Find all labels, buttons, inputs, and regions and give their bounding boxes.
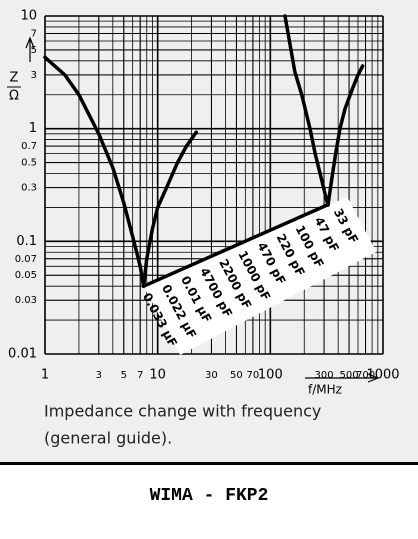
y-tick-label: 0.1 — [16, 234, 37, 249]
label-band — [143, 197, 377, 356]
x-tick-label: 300 — [315, 370, 334, 381]
impedance-curve — [43, 55, 146, 288]
x-tick-label: 10 — [149, 368, 166, 383]
y-tick-label: 10 — [20, 9, 37, 24]
x-axis-label: f/MHz — [308, 383, 342, 397]
footer: WIMA - FKP2 — [150, 486, 269, 506]
y-tick-label: 0.01 — [8, 347, 37, 362]
y-tick-label: 0.07 — [15, 254, 37, 265]
y-tick-label: 0.5 — [21, 158, 37, 169]
x-tick-label: 5 — [121, 370, 127, 381]
y-tick-label: 0.05 — [15, 270, 37, 281]
x-tick-label: 1 — [41, 368, 49, 383]
y-tick-label: 0.3 — [21, 183, 37, 194]
y-tick-label: 7 — [31, 28, 37, 39]
x-tick-label: 3 — [96, 370, 102, 381]
x-tick-label: 70 — [247, 370, 260, 381]
x-tick-label: 100 — [258, 368, 283, 383]
y-axis-arrow — [25, 36, 35, 62]
impedance-curve — [326, 64, 365, 207]
y-tick-label: 1 — [29, 121, 37, 136]
x-axis-arrow — [305, 373, 380, 383]
x-tick-label: 50 — [230, 370, 243, 381]
x-tick-label: 1000 — [366, 368, 399, 383]
impedance-curve — [283, 14, 330, 207]
y-tick-label: 0.7 — [21, 141, 37, 152]
y-axis-label: Z — [10, 71, 19, 86]
caption-line: Impedance change with frequency — [44, 402, 321, 421]
impedance-curve — [141, 203, 329, 288]
y-tick-label: 3 — [31, 70, 37, 81]
x-tick-label: 500 — [340, 370, 359, 381]
impedance-curve — [141, 130, 198, 288]
x-tick-label: 7 — [137, 370, 143, 381]
y-axis-unit: Ω — [9, 89, 19, 104]
x-tick-label: 700 — [356, 370, 375, 381]
separator — [0, 462, 418, 465]
y-tick-label: 0.03 — [15, 295, 37, 306]
x-tick-label: 30 — [205, 370, 218, 381]
y-tick-label: 5 — [31, 45, 37, 56]
caption-line: (general guide). — [44, 429, 172, 448]
